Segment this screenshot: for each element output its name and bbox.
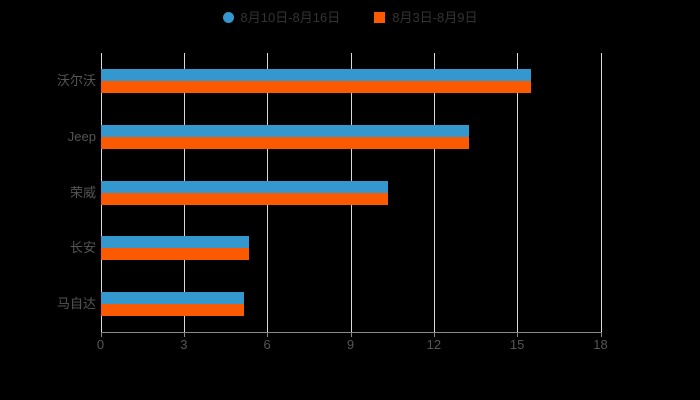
legend-label: 8月3日-8月9日: [392, 9, 478, 25]
plot-area: [100, 53, 602, 332]
x-tick-label: 0: [96, 337, 105, 352]
bar[interactable]: [100, 248, 250, 261]
x-tick-label: 12: [426, 337, 442, 352]
gridline-x-12: [433, 53, 435, 332]
category-label: 沃尔沃: [56, 72, 96, 88]
x-tick-mark-12: [433, 332, 435, 337]
category-label: 长安: [69, 240, 96, 256]
bar-group: [100, 124, 601, 149]
x-tick-mark-6: [267, 332, 269, 337]
gridline-x-18: [600, 53, 602, 332]
legend-marker-circle-icon: [222, 11, 234, 23]
x-tick-mark-0: [100, 332, 102, 337]
bar[interactable]: [100, 192, 388, 205]
bar[interactable]: [100, 304, 244, 317]
bar-group: [100, 236, 601, 261]
legend-marker-square-icon: [374, 11, 386, 23]
legend-item-0[interactable]: 8月10日-8月16日: [222, 9, 341, 25]
x-tick-label: 3: [180, 337, 188, 352]
bar[interactable]: [100, 80, 532, 93]
bar[interactable]: [100, 136, 469, 149]
x-tick-mark-3: [183, 332, 185, 337]
bar[interactable]: [100, 236, 250, 249]
x-tick-label: 15: [509, 337, 525, 352]
x-tick-label: 9: [346, 337, 355, 352]
chart-legend: 8月10日-8月16日 8月3日-8月9日: [0, 6, 700, 28]
gridline-x-15: [517, 53, 519, 332]
bar[interactable]: [100, 292, 244, 305]
x-tick-mark-18: [600, 332, 602, 337]
category-label: Jeep: [67, 128, 96, 144]
x-tick-label: 18: [593, 337, 608, 352]
y-axis-labels: 沃尔沃 Jeep 荣威长安马自达: [0, 53, 96, 332]
bar[interactable]: [100, 68, 532, 81]
legend-label: 8月10日-8月16日: [240, 9, 341, 25]
bar-group: [100, 68, 601, 93]
bar-group: [100, 180, 601, 205]
bar[interactable]: [100, 124, 469, 137]
x-tick-label: 6: [263, 337, 271, 352]
category-label: 马自达: [56, 296, 96, 312]
x-tick-mark-9: [350, 332, 352, 337]
legend-item-1[interactable]: 8月3日-8月9日: [374, 11, 477, 24]
category-label: 荣威: [69, 184, 96, 200]
x-tick-mark-15: [517, 332, 519, 337]
bar[interactable]: [100, 180, 388, 193]
bar-group: [100, 292, 601, 317]
